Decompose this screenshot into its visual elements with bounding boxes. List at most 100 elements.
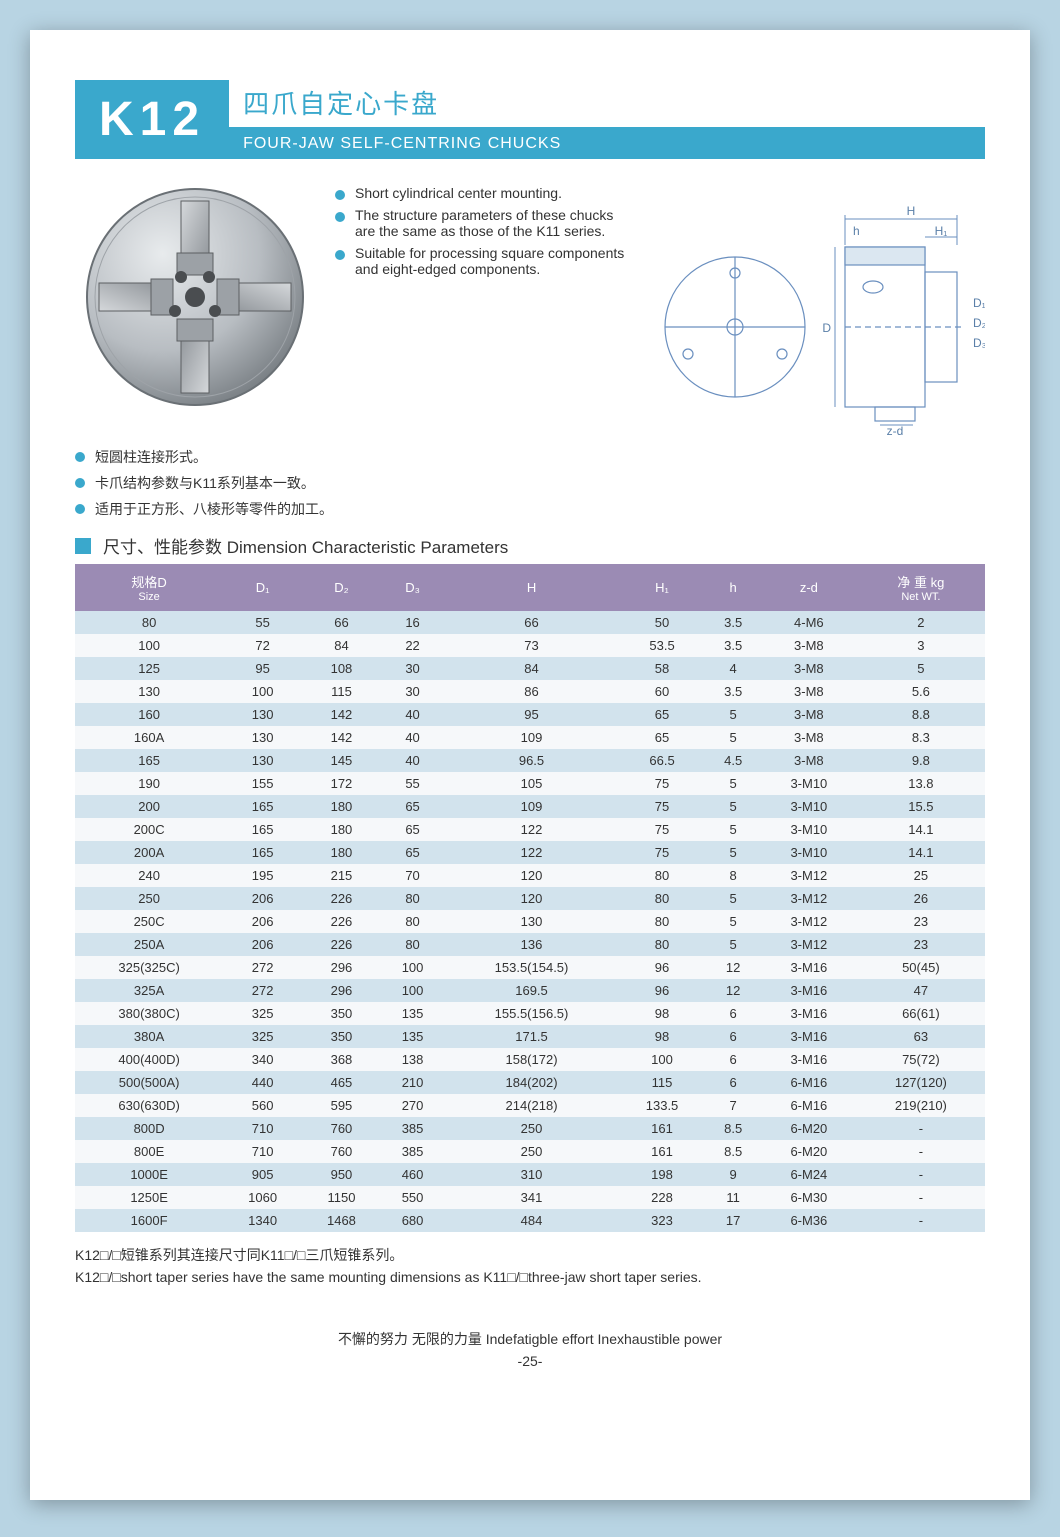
- table-cell: 760: [302, 1117, 381, 1140]
- table-cell: 710: [223, 1140, 302, 1163]
- square-bullet-icon: [75, 538, 91, 554]
- feature-item: 卡爪结构参数与K11系列基本一致。: [75, 473, 985, 493]
- bullet-dot-icon: [75, 504, 85, 514]
- column-subheader: Net WT.: [861, 591, 981, 603]
- column-header: 规格DSize: [75, 564, 223, 611]
- table-cell: 50: [619, 611, 706, 634]
- table-cell: 215: [302, 864, 381, 887]
- table-cell: 155.5(156.5): [444, 1002, 618, 1025]
- table-cell: 200C: [75, 818, 223, 841]
- table-cell: 145: [302, 749, 381, 772]
- table-cell: 95: [223, 657, 302, 680]
- table-cell: 155: [223, 772, 302, 795]
- table-cell: 595: [302, 1094, 381, 1117]
- table-cell: 65: [619, 703, 706, 726]
- table-row: 250A206226801368053-M1223: [75, 933, 985, 956]
- table-cell: 165: [223, 841, 302, 864]
- table-cell: 80: [619, 887, 706, 910]
- table-cell: 500(500A): [75, 1071, 223, 1094]
- table-cell: 133.5: [619, 1094, 706, 1117]
- table-cell: 3-M8: [761, 634, 857, 657]
- table-cell: 7: [705, 1094, 761, 1117]
- table-cell: 30: [381, 657, 444, 680]
- table-cell: 250: [444, 1117, 618, 1140]
- table-cell: 465: [302, 1071, 381, 1094]
- table-cell: 6: [705, 1071, 761, 1094]
- table-cell: 53.5: [619, 634, 706, 657]
- table-cell: 135: [381, 1002, 444, 1025]
- table-cell: 12: [705, 979, 761, 1002]
- table-cell: 1340: [223, 1209, 302, 1232]
- table-row: 1259510830845843-M85: [75, 657, 985, 680]
- table-cell: 6-M16: [761, 1094, 857, 1117]
- table-cell: 325A: [75, 979, 223, 1002]
- table-cell: 3-M8: [761, 726, 857, 749]
- table-cell: 15.5: [857, 795, 985, 818]
- table-cell: 1600F: [75, 1209, 223, 1232]
- table-cell: 198: [619, 1163, 706, 1186]
- feature-text: 短圆柱连接形式。: [95, 447, 207, 467]
- table-cell: 180: [302, 795, 381, 818]
- features-en: Short cylindrical center mounting.The st…: [335, 177, 625, 283]
- table-cell: 73: [444, 634, 618, 657]
- spec-table-body: 8055661666503.54-M621007284227353.53.53-…: [75, 611, 985, 1232]
- table-cell: 3.5: [705, 634, 761, 657]
- table-cell: 66.5: [619, 749, 706, 772]
- feature-item: 适用于正方形、八棱形等零件的加工。: [75, 499, 985, 519]
- table-cell: 50(45): [857, 956, 985, 979]
- table-cell: 142: [302, 703, 381, 726]
- table-cell: 6-M36: [761, 1209, 857, 1232]
- table-cell: 760: [302, 1140, 381, 1163]
- table-cell: 98: [619, 1002, 706, 1025]
- table-cell: 120: [444, 864, 618, 887]
- table-row: 1301001153086603.53-M85.6: [75, 680, 985, 703]
- table-cell: 240: [75, 864, 223, 887]
- feature-item: 短圆柱连接形式。: [75, 447, 985, 467]
- table-row: 200165180651097553-M1015.5: [75, 795, 985, 818]
- table-row: 200A165180651227553-M1014.1: [75, 841, 985, 864]
- table-cell: -: [857, 1186, 985, 1209]
- table-cell: 200: [75, 795, 223, 818]
- table-row: 380(380C)325350135155.5(156.5)9863-M1666…: [75, 1002, 985, 1025]
- table-cell: 5: [705, 795, 761, 818]
- header: K12 四爪自定心卡盘 FOUR-JAW SELF-CENTRING CHUCK…: [75, 80, 985, 159]
- table-cell: 3-M10: [761, 841, 857, 864]
- table-cell: 40: [381, 726, 444, 749]
- table-cell: 5: [857, 657, 985, 680]
- table-cell: 226: [302, 933, 381, 956]
- table-cell: 310: [444, 1163, 618, 1186]
- table-cell: 40: [381, 703, 444, 726]
- table-cell: 6: [705, 1025, 761, 1048]
- table-cell: 3-M8: [761, 703, 857, 726]
- table-cell: 84: [302, 634, 381, 657]
- table-cell: -: [857, 1140, 985, 1163]
- table-cell: 3-M16: [761, 956, 857, 979]
- table-cell: 75: [619, 818, 706, 841]
- table-cell: 40: [381, 749, 444, 772]
- table-cell: 65: [619, 726, 706, 749]
- table-cell: 9.8: [857, 749, 985, 772]
- table-cell: 4: [705, 657, 761, 680]
- dim-D: D: [822, 321, 831, 335]
- table-cell: 800E: [75, 1140, 223, 1163]
- table-cell: 122: [444, 818, 618, 841]
- table-cell: 385: [381, 1117, 444, 1140]
- table-cell: 130: [223, 726, 302, 749]
- feature-text: 卡爪结构参数与K11系列基本一致。: [95, 473, 315, 493]
- footnote-en: K12□/□short taper series have the same m…: [75, 1266, 985, 1288]
- table-cell: 161: [619, 1117, 706, 1140]
- table-cell: 5: [705, 703, 761, 726]
- table-cell: 115: [619, 1071, 706, 1094]
- table-cell: 138: [381, 1048, 444, 1071]
- table-cell: 165: [223, 818, 302, 841]
- table-cell: 250C: [75, 910, 223, 933]
- table-cell: 8.5: [705, 1140, 761, 1163]
- table-cell: 550: [381, 1186, 444, 1209]
- table-cell: 6-M24: [761, 1163, 857, 1186]
- table-cell: 100: [381, 979, 444, 1002]
- table-cell: 3-M8: [761, 657, 857, 680]
- column-header: H₁: [619, 564, 706, 611]
- page-number: -25-: [75, 1353, 985, 1369]
- table-cell: 14.1: [857, 818, 985, 841]
- table-row: 160A130142401096553-M88.3: [75, 726, 985, 749]
